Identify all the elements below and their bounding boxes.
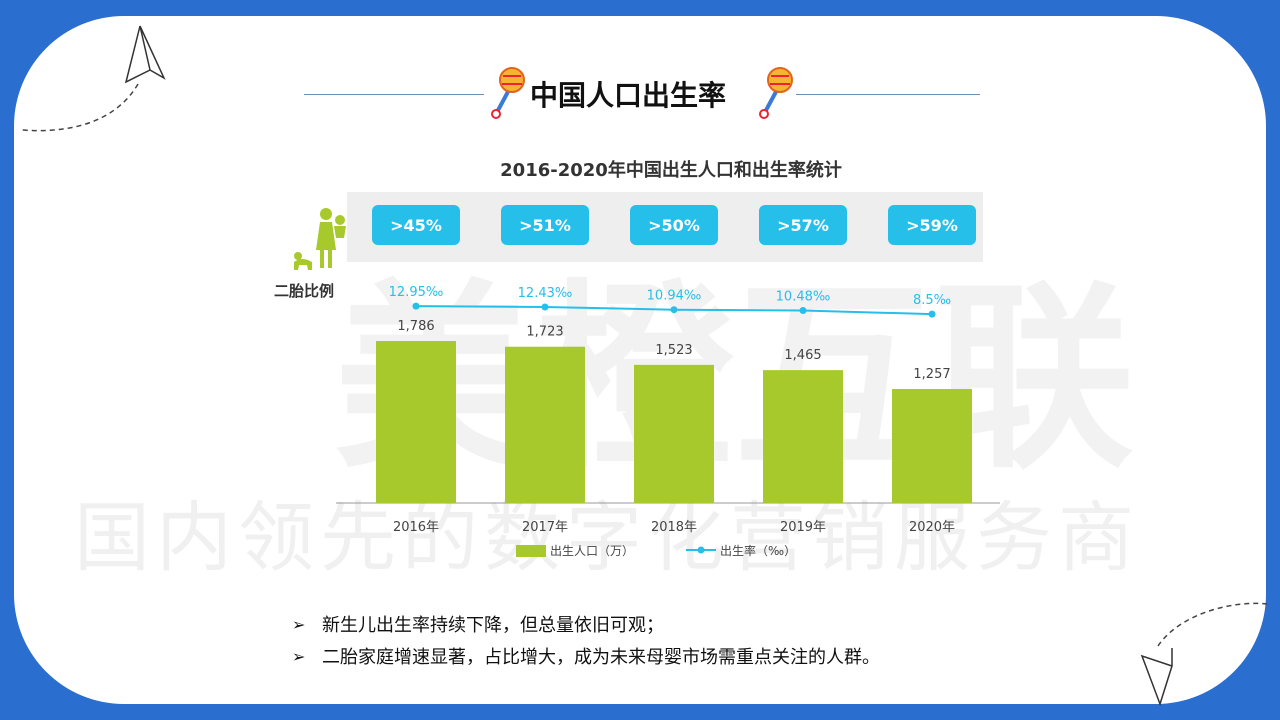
- x-tick-label: 2019年: [780, 520, 826, 535]
- bar: [892, 388, 972, 503]
- slide-card: 美橙互联 国内领先的数字化营销服务商: [14, 16, 1266, 704]
- rate-point: [928, 310, 936, 318]
- rate-point: [412, 302, 420, 310]
- second-child-label: 二胎比例: [274, 282, 335, 300]
- bullet-arrow-icon: ➢: [292, 646, 306, 666]
- bar-value-label: 1,523: [655, 343, 692, 358]
- bullet-text: 新生儿出生率持续下降，但总量依旧可观；: [322, 615, 664, 636]
- legend-bar-label: 出生人口（万）: [550, 544, 634, 558]
- bullet-item: ➢ 二胎家庭增速显著，占比增大，成为未来母婴市场需重点关注的人群。: [292, 640, 880, 672]
- rate-point: [799, 307, 807, 315]
- paper-plane-icon: [21, 25, 166, 132]
- rate-value-label: 8.5‰: [913, 293, 951, 308]
- rate-point: [541, 303, 549, 311]
- watermark-brand: 美橙互联: [334, 263, 1135, 496]
- bar-value-label: 1,723: [526, 325, 563, 340]
- bullet-item: ➢ 新生儿出生率持续下降，但总量依旧可观；: [292, 608, 880, 640]
- watermark-text: 国内领先的数字化营销服务商: [74, 493, 1140, 582]
- x-tick-label: 2016年: [393, 520, 439, 535]
- bar-value-label: 1,257: [913, 367, 950, 382]
- second-child-badge: >51%: [501, 205, 589, 245]
- rattle-icon: [759, 67, 793, 119]
- rate-value-label: 10.48‰: [776, 290, 831, 305]
- page-title: 中国人口出生率: [530, 79, 727, 112]
- bullet-list: ➢ 新生儿出生率持续下降，但总量依旧可观； ➢ 二胎家庭增速显著，占比增大，成为…: [292, 608, 880, 672]
- bar: [763, 370, 843, 503]
- bar: [634, 364, 714, 503]
- second-child-badge: >45%: [372, 205, 460, 245]
- second-child-badge: >50%: [630, 205, 718, 245]
- bar: [505, 346, 585, 503]
- page-title-bar: 中国人口出生率: [290, 60, 980, 120]
- title-line-left: [304, 94, 484, 95]
- bullet-text: 二胎家庭增速显著，占比增大，成为未来母婴市场需重点关注的人群。: [322, 647, 880, 668]
- legend-line-marker: [697, 546, 705, 554]
- second-child-badge: >57%: [759, 205, 847, 245]
- bullet-arrow-icon: ➢: [292, 614, 306, 634]
- legend-line-label: 出生率（‰）: [720, 543, 796, 558]
- paper-plane-icon: [1140, 602, 1269, 707]
- x-tick-label: 2018年: [651, 520, 697, 535]
- x-tick-label: 2017年: [522, 520, 568, 535]
- legend-bar-swatch: [516, 545, 546, 557]
- rate-value-label: 12.95‰: [389, 285, 444, 300]
- bar-value-label: 1,786: [397, 319, 434, 334]
- rate-value-label: 10.94‰: [647, 289, 702, 304]
- bar-value-label: 1,465: [784, 348, 821, 363]
- title-line-right: [796, 94, 980, 95]
- rattle-icon: [491, 67, 525, 119]
- x-tick-label: 2020年: [909, 520, 955, 535]
- chart-title: 2016-2020年中国出生人口和出生率统计: [500, 160, 842, 181]
- rate-point: [670, 306, 678, 314]
- rate-value-label: 12.43‰: [518, 286, 573, 301]
- bar: [376, 341, 456, 503]
- second-child-badge: >59%: [888, 205, 976, 245]
- mother-child-icon: [294, 208, 346, 270]
